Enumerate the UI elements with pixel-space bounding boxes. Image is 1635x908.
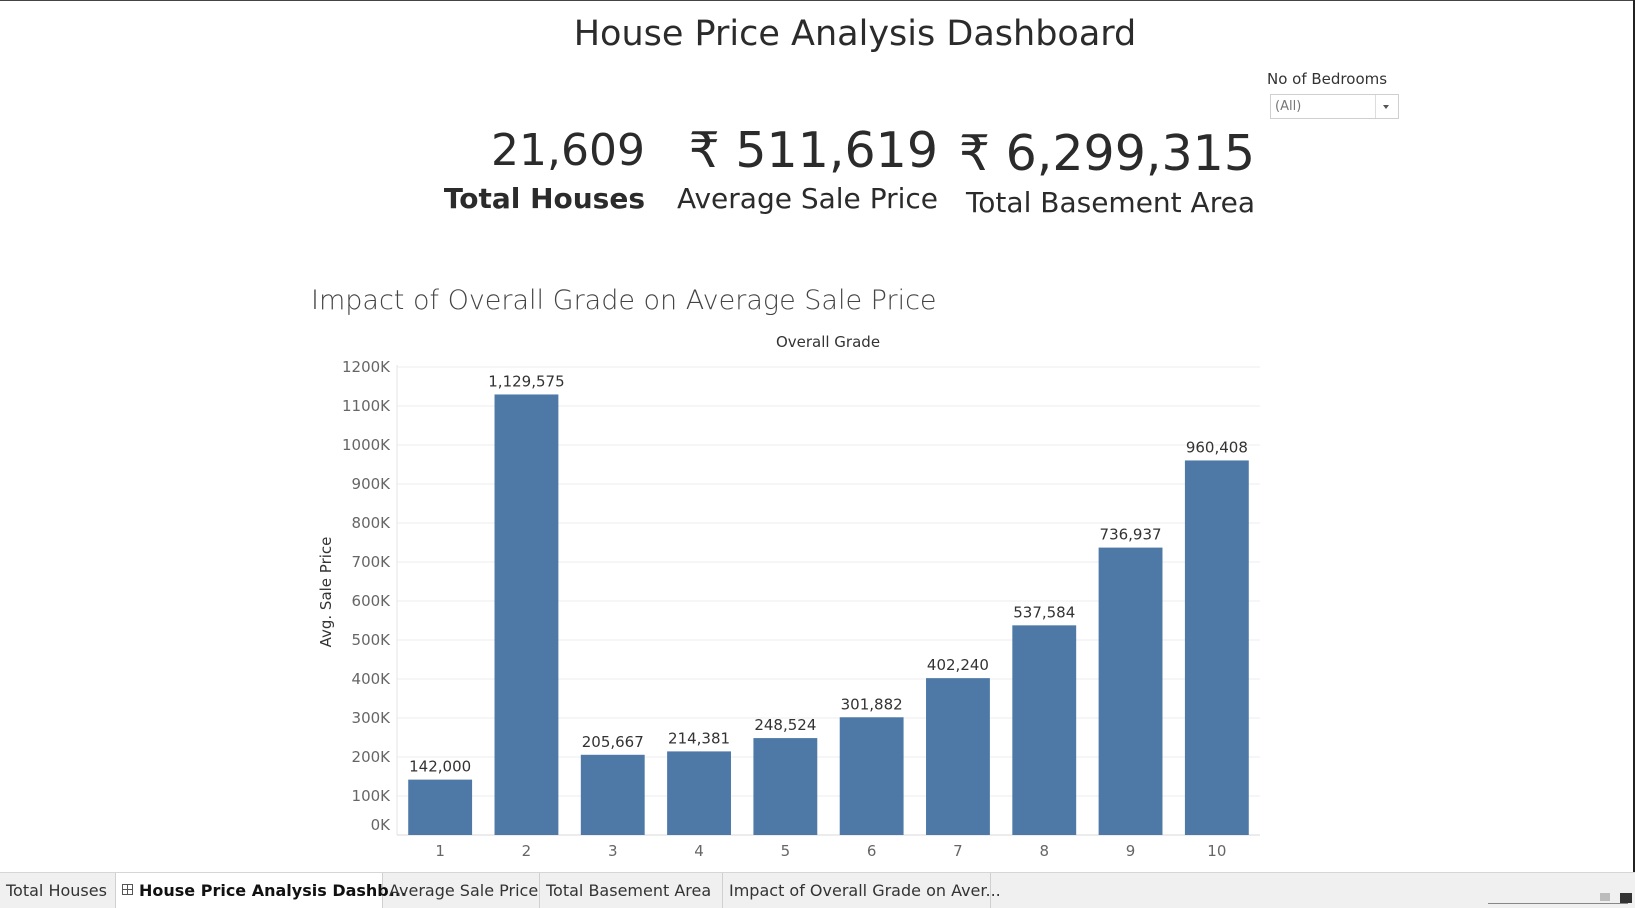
tab-label: Average Sale Price [389, 881, 539, 900]
x-tick-label: 5 [781, 842, 791, 860]
sheet-tab-bar: Total Houses House Price Analysis Dashb.… [0, 872, 1635, 908]
y-tick-label: 500K [352, 631, 392, 649]
x-tick-label: 6 [867, 842, 877, 860]
bar-data-label: 402,240 [927, 656, 989, 674]
kpi-total-basement-area-value: ₹ 6,299,315 [958, 125, 1255, 182]
y-tick-label: 200K [352, 748, 392, 766]
bedrooms-filter-label: No of Bedrooms [1267, 70, 1388, 88]
bar[interactable] [926, 678, 990, 835]
bar[interactable] [753, 738, 818, 835]
bar[interactable] [408, 779, 473, 835]
x-tick-label: 4 [694, 842, 704, 860]
x-tick-label: 9 [1126, 842, 1136, 860]
tab-label: House Price Analysis Dashb... [139, 881, 407, 900]
bedrooms-filter-value: (All) [1275, 99, 1302, 114]
kpi-total-houses-value: 21,609 [491, 125, 645, 176]
x-tick-label: 8 [1039, 842, 1049, 860]
bar[interactable] [1184, 460, 1249, 835]
chevron-down-icon[interactable] [1375, 95, 1398, 118]
tab-total-houses[interactable]: Total Houses [0, 873, 116, 908]
bar-chart: Overall Grade Avg. Sale Price 0K 100K 200K… [317, 333, 1260, 860]
kpi-average-sale-price-value: ₹ 511,619 [688, 122, 938, 179]
y-tick-label: 300K [352, 709, 392, 727]
tab-impact-of-overall-grade[interactable]: Impact of Overall Grade on Aver... [723, 873, 1001, 908]
y-axis-title: Avg. Sale Price [317, 537, 335, 648]
bar-data-label: 142,000 [409, 758, 471, 776]
fullscreen-icon[interactable] [1620, 893, 1632, 903]
y-tick-label: 1100K [342, 397, 391, 415]
tab-label: Total Houses [6, 881, 107, 900]
window-top-border [0, 0, 1635, 1]
chart-title: Impact of Overall Grade on Average Sale … [311, 285, 937, 316]
dashboard-title: House Price Analysis Dashboard [573, 14, 1137, 54]
kpi-average-sale-price-label: Average Sale Price [676, 182, 938, 215]
x-tick-label: 1 [435, 842, 445, 860]
x-tick-label: 3 [608, 842, 618, 860]
bar[interactable] [1098, 547, 1163, 835]
dashboard-icon [122, 884, 133, 895]
bedrooms-filter-dropdown[interactable]: (All) [1270, 94, 1399, 119]
x-axis-ticks: 1 2 3 4 5 6 7 8 9 10 [435, 842, 1226, 860]
bar[interactable] [667, 751, 731, 835]
y-tick-label: 1000K [342, 436, 391, 454]
y-tick-label: 0K [371, 816, 392, 834]
x-axis-title: Overall Grade [776, 333, 880, 351]
tab-label: Impact of Overall Grade on Aver... [729, 881, 1001, 900]
bar-data-label: 537,584 [1013, 603, 1075, 621]
bar-data-label: 736,937 [1100, 526, 1162, 544]
bar[interactable] [1012, 625, 1077, 835]
kpi-total-houses-label: Total Houses [443, 182, 645, 215]
y-axis-ticks: 0K 100K 200K 300K 400K 500K 600K 700K 800K 900K 10… [342, 358, 391, 834]
bars: 142,000 1,129,575 205,667 214,381 248,524 301… [408, 372, 1249, 835]
bar[interactable] [839, 717, 904, 835]
bar-data-label: 1,129,575 [488, 372, 564, 390]
grid-view-icon[interactable] [1600, 893, 1610, 901]
bar[interactable] [494, 394, 559, 835]
x-tick-label: 7 [953, 842, 963, 860]
window-right-border [1633, 0, 1635, 872]
x-tick-label: 2 [522, 842, 532, 860]
bar[interactable] [580, 754, 645, 835]
bar-data-label: 248,524 [754, 716, 816, 734]
kpi-total-basement-area-label: Total Basement Area [965, 186, 1255, 219]
tab-house-price-analysis-dashboard[interactable]: House Price Analysis Dashb... [116, 873, 407, 908]
tab-total-basement-area[interactable]: Total Basement Area [540, 873, 723, 908]
y-tick-label: 800K [352, 514, 392, 532]
bar-data-label: 205,667 [582, 733, 644, 751]
tab-average-sale-price[interactable]: Average Sale Price [383, 873, 540, 908]
tab-label: Total Basement Area [546, 881, 712, 900]
y-tick-label: 700K [352, 553, 392, 571]
y-tick-label: 1200K [342, 358, 391, 376]
y-tick-label: 100K [352, 787, 392, 805]
x-tick-label: 10 [1207, 842, 1226, 860]
y-tick-label: 900K [352, 475, 392, 493]
y-tick-label: 400K [352, 670, 392, 688]
y-tick-label: 600K [352, 592, 392, 610]
bar-data-label: 214,381 [668, 729, 730, 747]
bar-data-label: 960,408 [1186, 438, 1248, 456]
status-divider [1488, 903, 1628, 904]
bar-data-label: 301,882 [841, 695, 903, 713]
